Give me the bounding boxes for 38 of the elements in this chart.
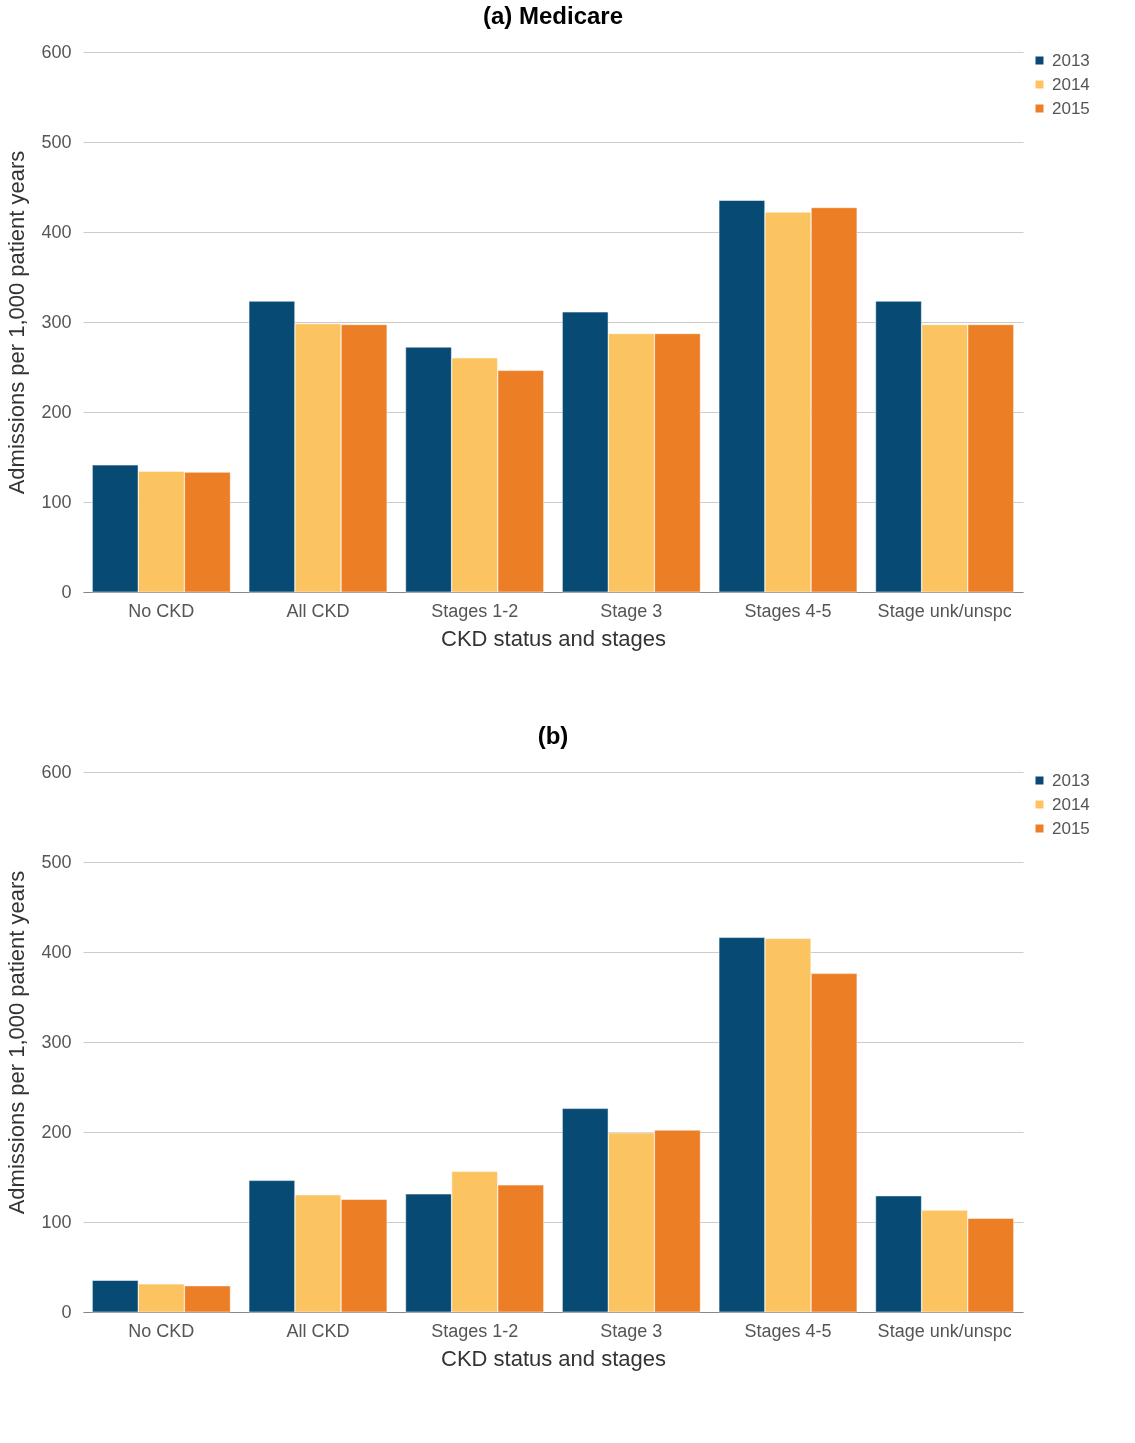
y-tick-label: 300 (41, 311, 72, 332)
x-tick-label: Stages 4-5 (744, 600, 832, 621)
chart-title: (a) Medicare (482, 2, 624, 29)
x-tick-label: All CKD (286, 1320, 350, 1341)
y-axis-title: Admissions per 1,000 patient years (4, 150, 30, 495)
legend-label: 2015 (1052, 98, 1090, 118)
chart-title: (b) (537, 722, 569, 749)
y-tick-label: 200 (41, 1121, 72, 1142)
y-tick-label: 600 (41, 761, 72, 782)
x-tick-label: No CKD (128, 600, 195, 621)
y-tick-label: 100 (41, 1211, 72, 1232)
legend-label: 2014 (1052, 74, 1090, 94)
x-tick-label: Stage unk/unspc (877, 600, 1012, 621)
x-tick-label: Stage unk/unspc (877, 1320, 1012, 1341)
x-tick-label: Stages 4-5 (744, 1320, 832, 1341)
y-tick-label: 0 (61, 1301, 72, 1322)
legend-label: 2013 (1052, 50, 1090, 70)
legend-label: 2014 (1052, 794, 1090, 814)
y-tick-label: 600 (41, 41, 72, 62)
legend-label: 2015 (1052, 818, 1090, 838)
y-tick-label: 0 (61, 581, 72, 602)
y-tick-label: 500 (41, 851, 72, 872)
x-tick-label: Stages 1-2 (431, 600, 519, 621)
x-tick-label: All CKD (286, 600, 350, 621)
y-tick-label: 200 (41, 401, 72, 422)
x-tick-label: Stage 3 (600, 600, 663, 621)
y-tick-label: 100 (41, 491, 72, 512)
legend-label: 2013 (1052, 770, 1090, 790)
x-axis-title: CKD status and stages (440, 625, 667, 651)
x-tick-label: Stage 3 (600, 1320, 663, 1341)
y-tick-label: 300 (41, 1031, 72, 1052)
y-tick-label: 400 (41, 941, 72, 962)
x-axis-title: CKD status and stages (440, 1345, 667, 1371)
y-axis-title: Admissions per 1,000 patient years (4, 870, 30, 1215)
x-tick-label: Stages 1-2 (431, 1320, 519, 1341)
x-tick-label: No CKD (128, 1320, 195, 1341)
y-tick-label: 400 (41, 221, 72, 242)
y-tick-label: 500 (41, 131, 72, 152)
